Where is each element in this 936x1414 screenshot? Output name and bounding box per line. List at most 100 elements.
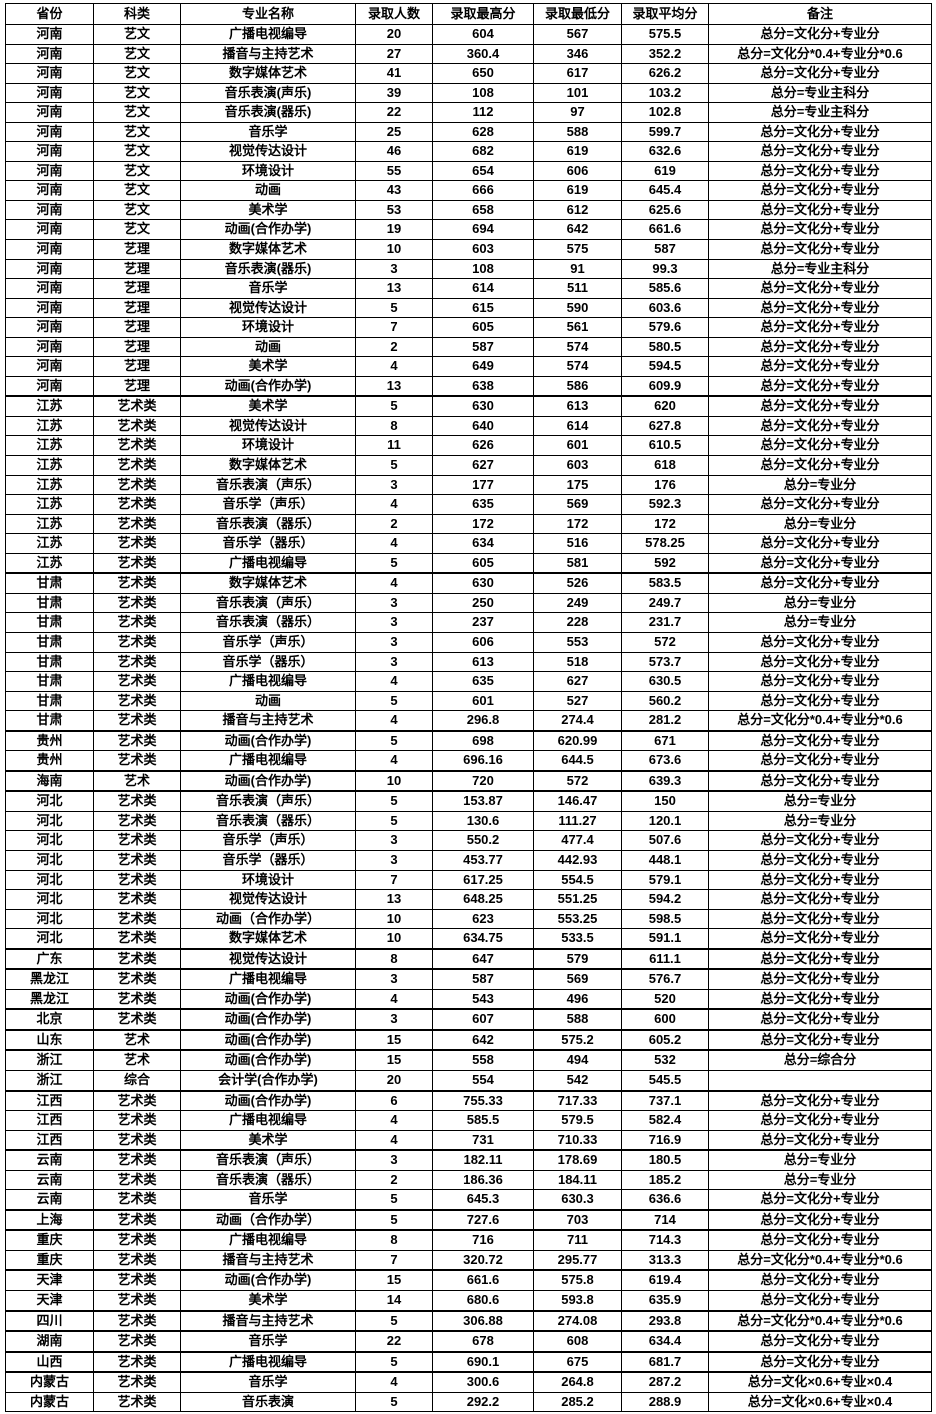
cell-avg-score: 576.7: [621, 968, 709, 990]
cell-note: 总分=文化分*0.4+专业分*0.6: [708, 710, 932, 732]
cell-avg-score: 600: [621, 1008, 709, 1031]
cell-avg-score: 619: [621, 160, 709, 182]
cell-avg-score: 293.8: [621, 1309, 709, 1332]
cell-note: 总分=专业主科分: [708, 82, 932, 104]
cell-province: 广东: [5, 947, 94, 970]
cell-note: 总分=文化分+专业分: [708, 455, 932, 476]
cell-max-score: 585.5: [432, 1110, 534, 1131]
cell-max-score: 550.2: [432, 830, 534, 851]
cell-major: 美术学: [180, 199, 356, 221]
cell-max-score: 731: [432, 1129, 534, 1151]
cell-province: 河北: [5, 869, 94, 891]
cell-avg-score: 580.5: [621, 336, 709, 358]
cell-note: 总分=专业主科分: [708, 102, 932, 123]
col-header-admitted: 录取人数: [355, 3, 433, 25]
cell-min-score: 588: [533, 1008, 622, 1031]
cell-avg-score: 592.3: [621, 494, 709, 515]
cell-note: 总分=文化分+专业分: [708, 219, 932, 241]
table-row: 贵州 艺术类 动画(合作办学) 5 698 620.99 671 总分=文化分+专业分: [5, 729, 932, 752]
cell-max-score: 716: [432, 1229, 534, 1251]
cell-note: 总分=文化分+专业分: [708, 239, 932, 260]
cell-max-score: 634.75: [432, 928, 534, 950]
cell-max-score: 698: [432, 729, 534, 752]
cell-admitted: 4: [355, 750, 433, 772]
cell-major: 环境设计: [180, 317, 356, 338]
cell-min-score: 593.8: [533, 1289, 622, 1312]
cell-major: 广播电视编导: [180, 24, 356, 45]
table-row: 天津 艺术类 动画(合作办学) 15 661.6 575.8 619.4 总分=文化分+专业分: [5, 1269, 932, 1292]
cell-note: 总分=文化分+专业分: [708, 278, 932, 299]
cell-max-score: 617.25: [432, 869, 534, 891]
cell-min-score: 184.11: [533, 1169, 622, 1191]
cell-category: 艺理: [93, 356, 181, 377]
cell-min-score: 228: [533, 612, 622, 633]
cell-max-score: 130.6: [432, 810, 534, 832]
cell-avg-score: 585.6: [621, 278, 709, 299]
cell-admitted: 5: [355, 790, 433, 812]
cell-admitted: 5: [355, 810, 433, 832]
cell-category: 艺术类: [93, 1008, 181, 1031]
cell-province: 贵州: [5, 750, 94, 772]
cell-admitted: 20: [355, 24, 433, 45]
cell-major: 音乐表演(器乐): [180, 102, 356, 123]
cell-avg-score: 352.2: [621, 43, 709, 65]
cell-admitted: 3: [355, 631, 433, 653]
cell-province: 河北: [5, 830, 94, 851]
cell-max-score: 587: [432, 336, 534, 358]
table-row: 江苏 艺术类 音乐学（器乐） 4 634 516 578.25 总分=文化分+专业分: [5, 533, 932, 554]
cell-note: 总分=文化分+专业分: [708, 830, 932, 851]
cell-major: 动画: [180, 180, 356, 201]
cell-admitted: 4: [355, 671, 433, 692]
table-row: 黑龙江 艺术类 动画(合作办学) 4 543 496 520 总分=文化分+专业分: [5, 988, 932, 1010]
cell-avg-score: 583.5: [621, 572, 709, 594]
cell-major: 音乐学（声乐）: [180, 830, 356, 851]
table-row: 河南 艺文 视觉传达设计 46 682 619 632.6 总分=文化分+专业分: [5, 141, 932, 162]
cell-admitted: 4: [355, 710, 433, 732]
cell-avg-score: 627.8: [621, 415, 709, 437]
cell-avg-score: 714.3: [621, 1229, 709, 1251]
cell-admitted: 43: [355, 180, 433, 201]
cell-category: 艺术类: [93, 869, 181, 891]
cell-max-score: 554: [432, 1069, 534, 1092]
cell-admitted: 25: [355, 121, 433, 143]
cell-category: 艺术类: [93, 1189, 181, 1211]
cell-max-score: 654: [432, 160, 534, 182]
cell-note: 总分=综合分: [708, 1049, 932, 1071]
table-row: 甘肃 艺术类 音乐学（器乐） 3 613 518 573.7 总分=文化分+专业分: [5, 651, 932, 673]
cell-admitted: 10: [355, 908, 433, 930]
cell-major: 美术学: [180, 1289, 356, 1312]
col-header-min-score: 录取最低分: [533, 3, 622, 25]
cell-note: 总分=文化分+专业分: [708, 141, 932, 162]
cell-min-score: 551.25: [533, 889, 622, 910]
cell-note: 总分=文化分+专业分: [708, 336, 932, 358]
cell-category: 艺术类: [93, 1391, 181, 1413]
table-row: 河北 艺术类 数字媒体艺术 10 634.75 533.5 591.1 总分=文化分+专业分: [5, 928, 932, 950]
cell-note: 总分=文化分*0.4+专业分*0.6: [708, 43, 932, 65]
cell-admitted: 7: [355, 869, 433, 891]
cell-admitted: 3: [355, 651, 433, 673]
table-row: 河南 艺文 音乐学 25 628 588 599.7 总分=文化分+专业分: [5, 121, 932, 143]
cell-major: 广播电视编导: [180, 750, 356, 772]
table-row: 河南 艺理 美术学 4 649 574 594.5 总分=文化分+专业分: [5, 356, 932, 377]
cell-province: 贵州: [5, 729, 94, 752]
cell-major: 视觉传达设计: [180, 141, 356, 162]
cell-category: 艺术类: [93, 435, 181, 457]
cell-province: 河南: [5, 24, 94, 45]
cell-avg-score: 610.5: [621, 435, 709, 457]
cell-avg-score: 714: [621, 1208, 709, 1231]
cell-max-score: 727.6: [432, 1208, 534, 1231]
table-row: 海南 艺术 动画(合作办学) 10 720 572 639.3 总分=文化分+专业分: [5, 769, 932, 792]
cell-admitted: 3: [355, 612, 433, 633]
cell-major: 播音与主持艺术: [180, 1249, 356, 1271]
cell-province: 河南: [5, 336, 94, 358]
cell-min-score: 572: [533, 769, 622, 792]
cell-province: 河南: [5, 160, 94, 182]
cell-avg-score: 620: [621, 395, 709, 417]
cell-category: 艺理: [93, 375, 181, 397]
cell-avg-score: 103.2: [621, 82, 709, 104]
cell-max-score: 300.6: [432, 1371, 534, 1393]
table-row: 江苏 艺术类 音乐学（声乐） 4 635 569 592.3 总分=文化分+专业分: [5, 494, 932, 515]
cell-min-score: 172: [533, 513, 622, 535]
cell-avg-score: 578.25: [621, 533, 709, 554]
cell-min-score: 612: [533, 199, 622, 221]
